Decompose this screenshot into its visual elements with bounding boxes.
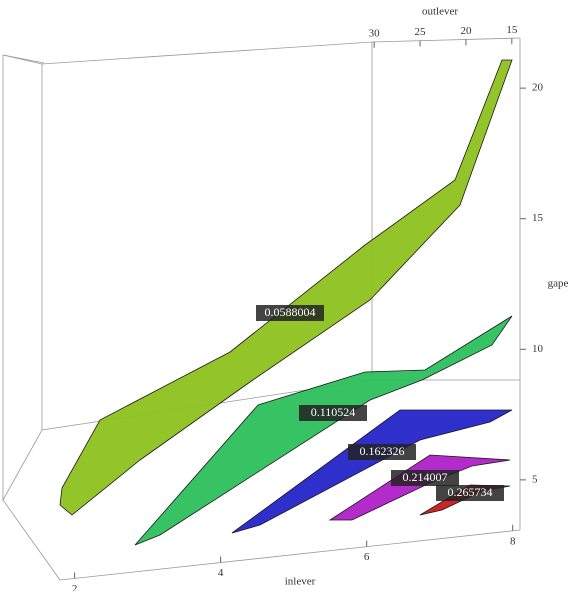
label-background [436, 485, 504, 501]
label-background [391, 470, 459, 486]
contour-surface [134, 315, 513, 546]
x-tick-label: 6 [364, 551, 370, 563]
x-axis-label: inlever [285, 576, 316, 588]
y-tick-label: 20 [460, 25, 472, 37]
z-tick-label: 20 [532, 82, 544, 94]
contour-label: 0.214007 [403, 470, 448, 484]
x-tick-label: 8 [510, 535, 516, 547]
z-tick-label: 5 [532, 473, 538, 485]
y-tick-label: 15 [506, 24, 518, 36]
contour-label: 0.0588004 [265, 305, 316, 319]
z-tick-label: 15 [532, 212, 544, 224]
x-tick-label: 4 [218, 567, 224, 579]
contour-label: 0.162326 [360, 444, 405, 458]
y-tick-label: 25 [415, 26, 427, 38]
z-axis-label: gape [548, 278, 569, 290]
contour-label: 0.265734 [448, 485, 493, 499]
label-background [348, 444, 416, 460]
label-background [256, 305, 324, 321]
contour-label: 0.110524 [311, 405, 356, 419]
y-tick-label: 30 [369, 27, 381, 39]
contour-surface [59, 59, 513, 516]
z-tick-label: 10 [532, 343, 544, 355]
contour-surface [328, 454, 511, 521]
contour-surface [231, 409, 513, 534]
x-tick-label: 2 [72, 583, 78, 591]
y-axis-label: outlever [422, 6, 458, 18]
label-background [299, 405, 367, 421]
